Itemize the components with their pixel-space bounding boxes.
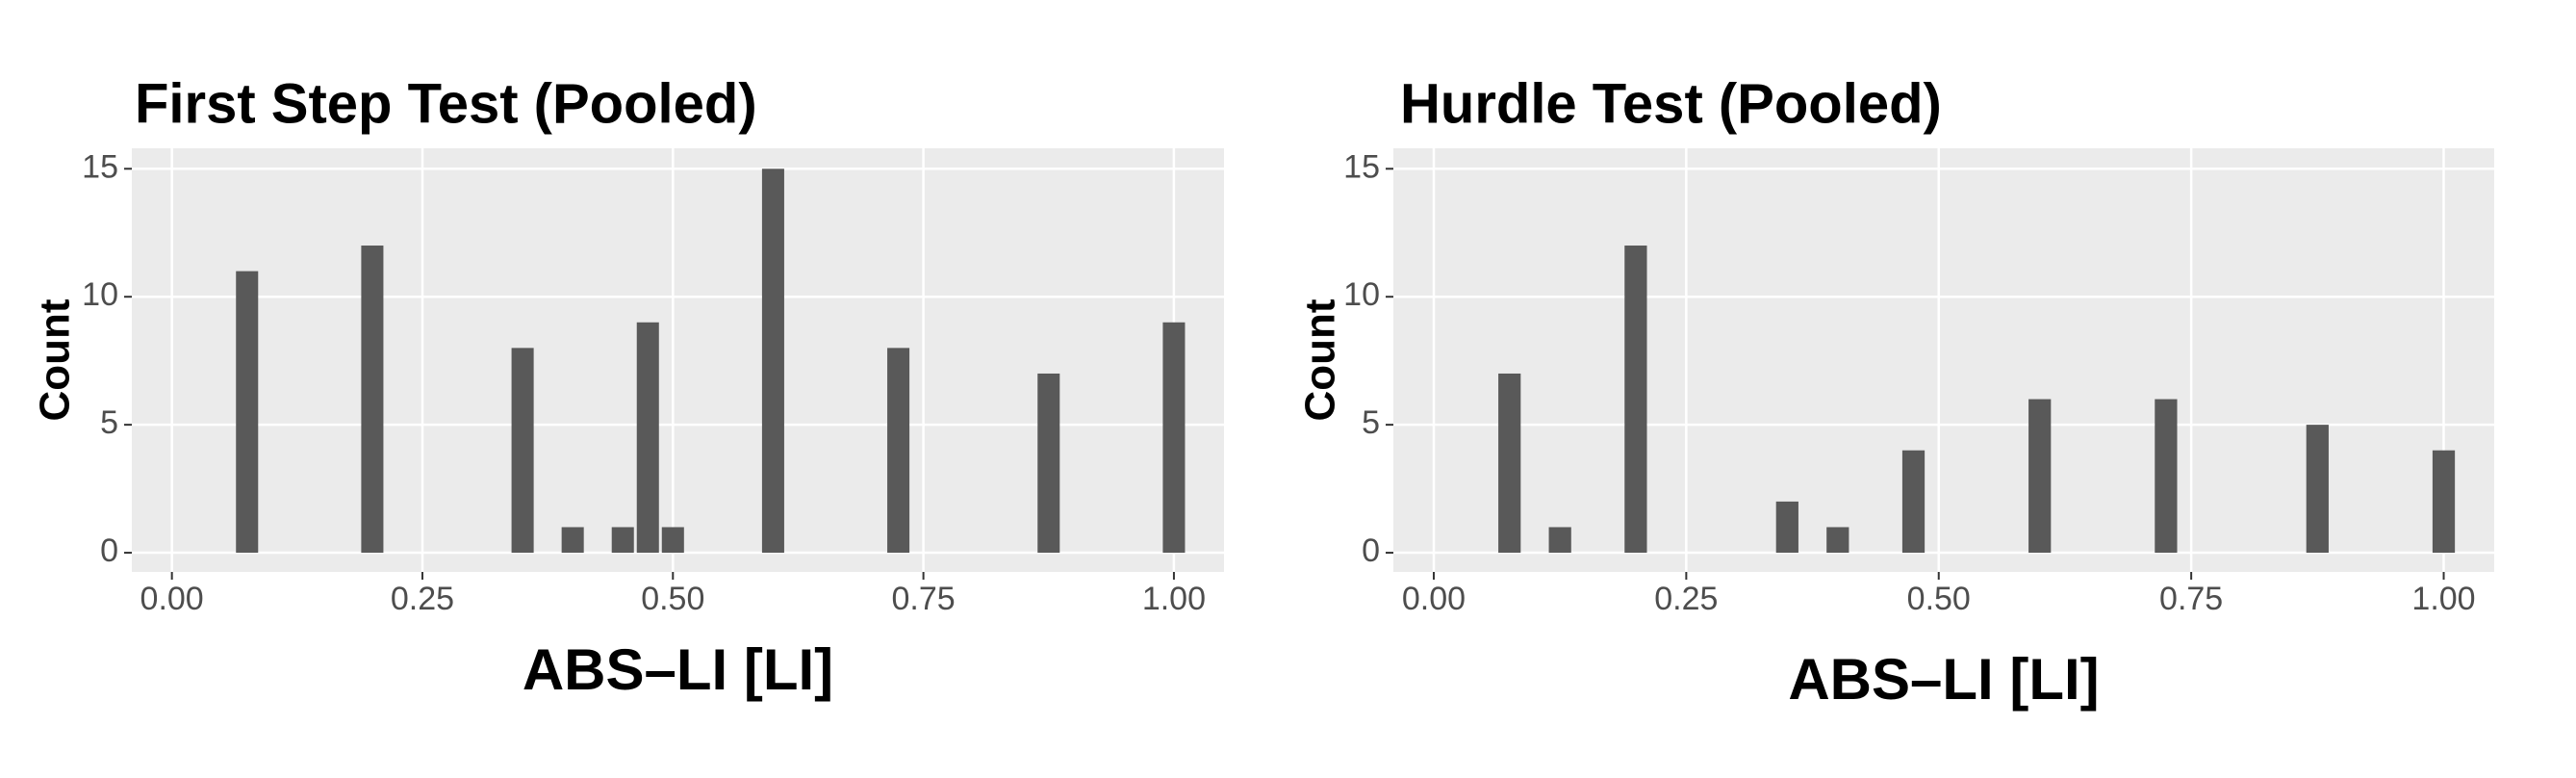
y-tick-label: 5 bbox=[100, 404, 118, 441]
bar bbox=[2306, 425, 2329, 554]
x-tick-label: 0.25 bbox=[1654, 581, 1718, 617]
bar bbox=[1037, 373, 1060, 554]
bar bbox=[2155, 399, 2178, 554]
x-tick-label: 0.75 bbox=[2159, 581, 2223, 617]
bar bbox=[1826, 527, 1849, 554]
x-tick-label: 0.25 bbox=[391, 581, 454, 617]
plot-background bbox=[1393, 148, 2494, 572]
y-tick-label: 15 bbox=[82, 148, 118, 185]
y-tick-label: 10 bbox=[1343, 276, 1380, 313]
y-tick-label: 0 bbox=[1362, 532, 1380, 569]
y-tick-label: 15 bbox=[1343, 148, 1380, 185]
y-axis-label: Count bbox=[1297, 298, 1344, 421]
x-tick-label: 0.00 bbox=[1402, 581, 1466, 617]
bar bbox=[761, 169, 784, 554]
x-tick-label: 1.00 bbox=[2411, 581, 2475, 617]
bar bbox=[561, 527, 584, 554]
y-tick-label: 5 bbox=[1362, 404, 1380, 441]
y-tick-label: 10 bbox=[82, 276, 118, 313]
bar bbox=[1901, 450, 1926, 554]
x-tick-label: 0.50 bbox=[641, 581, 704, 617]
bar bbox=[1498, 373, 1521, 554]
bar bbox=[2432, 450, 2456, 554]
chart-title: First Step Test (Pooled) bbox=[135, 72, 757, 135]
x-tick-label: 0.00 bbox=[140, 581, 204, 617]
y-tick-label: 0 bbox=[100, 532, 118, 569]
y-axis-label: Count bbox=[32, 298, 79, 421]
bar bbox=[1775, 501, 1798, 554]
bar bbox=[1548, 527, 1571, 554]
bar bbox=[661, 527, 684, 554]
chart-title: Hurdle Test (Pooled) bbox=[1400, 72, 1942, 135]
bar bbox=[361, 246, 384, 554]
x-axis-label: ABS–LI [LI] bbox=[523, 637, 833, 702]
bar bbox=[1162, 322, 1186, 554]
bar bbox=[236, 271, 259, 554]
bar bbox=[511, 348, 534, 554]
x-tick-label: 0.50 bbox=[1907, 581, 1971, 617]
bar bbox=[636, 322, 659, 554]
x-axis-label: ABS–LI [LI] bbox=[1788, 647, 2099, 712]
bar bbox=[1624, 246, 1647, 554]
bar bbox=[2028, 399, 2052, 554]
x-tick-label: 1.00 bbox=[1142, 581, 1206, 617]
x-tick-label: 0.75 bbox=[892, 581, 956, 617]
bar bbox=[887, 348, 910, 554]
bar bbox=[611, 527, 634, 554]
plot-background bbox=[132, 148, 1224, 572]
